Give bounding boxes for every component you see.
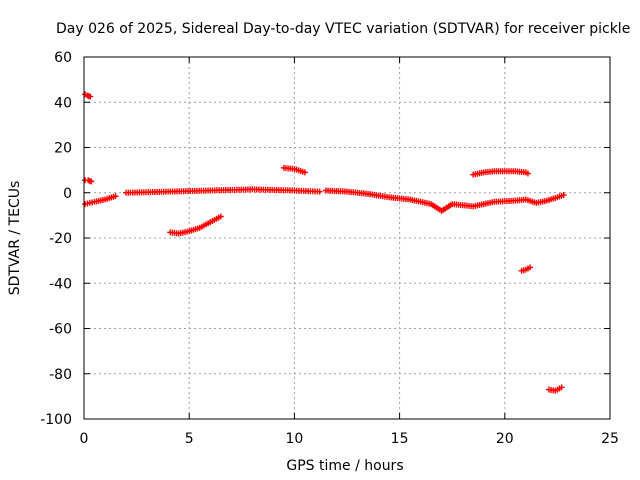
x-tick-label: 20 — [496, 431, 514, 447]
x-tick-label: 5 — [185, 431, 194, 447]
x-axis-ticks: 0 5 10 15 20 25 — [80, 57, 619, 447]
data-point — [524, 170, 531, 177]
data-point — [88, 178, 95, 185]
data-point — [112, 193, 119, 200]
data-point — [87, 93, 94, 100]
y-tick-label: 60 — [54, 50, 72, 66]
x-tick-label: 25 — [601, 431, 619, 447]
y-tick-label: -40 — [49, 276, 72, 292]
y-tick-label: 0 — [63, 186, 72, 202]
x-tick-label: 10 — [285, 431, 303, 447]
y-tick-label: 40 — [54, 95, 72, 111]
y-tick-label: -100 — [40, 412, 72, 428]
data-point — [301, 169, 308, 176]
x-tick-label: 15 — [391, 431, 409, 447]
y-axis-ticks: -100 -80 -60 -40 -20 0 20 40 60 — [40, 50, 610, 428]
x-tick-label: 0 — [80, 431, 89, 447]
data-point — [560, 192, 567, 199]
y-tick-label: -60 — [49, 322, 72, 338]
y-tick-label: 20 — [54, 141, 72, 157]
chart-title: Day 026 of 2025, Sidereal Day-to-day VTE… — [56, 21, 630, 37]
data-point — [558, 384, 565, 391]
x-axis-label: GPS time / hours — [286, 458, 403, 474]
y-axis-label: SDTVAR / TECUs — [7, 181, 23, 296]
data-point — [316, 188, 323, 195]
data-point — [527, 264, 534, 271]
y-tick-label: -80 — [49, 367, 72, 383]
data-point — [217, 213, 224, 220]
grid-lines — [84, 57, 610, 419]
y-tick-label: -20 — [49, 231, 72, 247]
data-points — [82, 91, 567, 394]
